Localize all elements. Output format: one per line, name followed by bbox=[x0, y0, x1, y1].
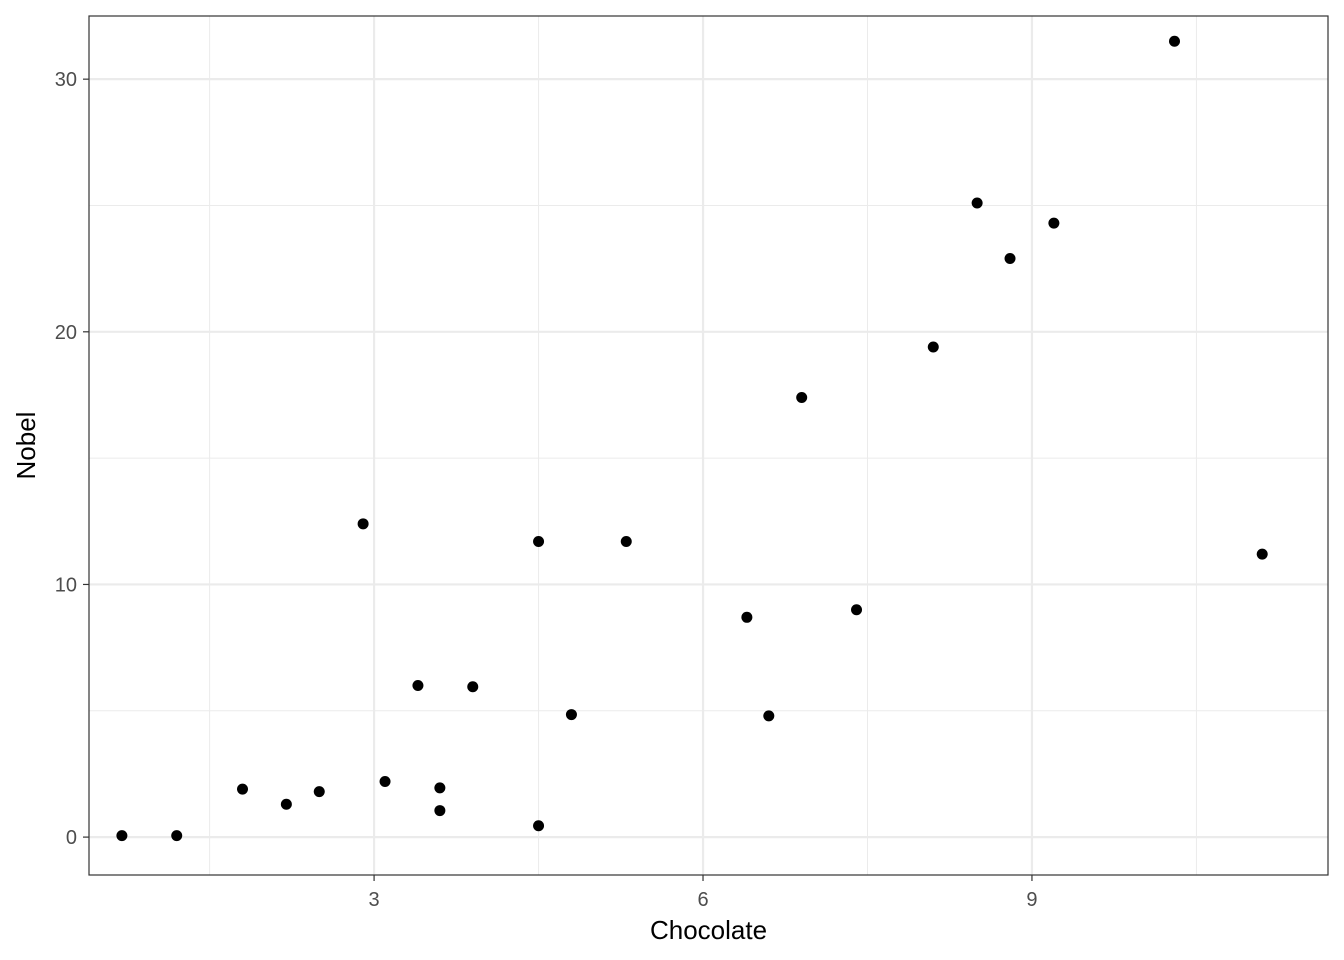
panel-border bbox=[88, 15, 1329, 876]
data-point bbox=[237, 783, 249, 795]
data-point bbox=[533, 820, 545, 832]
axis-ticks: 3 6 9 0 10 20 30 bbox=[55, 69, 1038, 911]
data-point bbox=[434, 805, 446, 817]
data-point bbox=[357, 518, 369, 530]
data-point bbox=[533, 536, 545, 548]
x-tick-label: 6 bbox=[697, 889, 708, 911]
y-tick-label: 0 bbox=[66, 827, 77, 849]
data-point bbox=[1168, 35, 1180, 47]
data-point bbox=[565, 709, 577, 721]
x-tick-label: 9 bbox=[1026, 889, 1037, 911]
data-point bbox=[116, 830, 128, 842]
data-point bbox=[280, 798, 292, 810]
data-point bbox=[763, 710, 775, 722]
y-tick-label: 30 bbox=[55, 69, 77, 91]
data-point bbox=[620, 536, 632, 548]
data-point bbox=[467, 681, 479, 693]
data-point bbox=[379, 776, 391, 788]
data-point bbox=[434, 782, 446, 794]
y-axis-title: Nobel bbox=[11, 412, 41, 480]
data-point bbox=[412, 680, 424, 692]
data-points bbox=[116, 35, 1268, 842]
y-tick-label: 10 bbox=[55, 574, 77, 596]
y-tick-label: 20 bbox=[55, 322, 77, 344]
data-point bbox=[171, 830, 183, 842]
data-point bbox=[971, 197, 983, 209]
data-point bbox=[927, 341, 939, 353]
data-point bbox=[741, 611, 753, 623]
data-point bbox=[1048, 217, 1060, 229]
data-point bbox=[1256, 548, 1268, 560]
x-axis-title: Chocolate bbox=[650, 915, 767, 945]
data-point bbox=[1004, 253, 1016, 265]
grid bbox=[89, 16, 1328, 875]
data-point bbox=[796, 391, 808, 403]
data-point bbox=[851, 604, 863, 616]
data-point bbox=[313, 786, 325, 798]
x-tick-label: 3 bbox=[369, 889, 380, 911]
